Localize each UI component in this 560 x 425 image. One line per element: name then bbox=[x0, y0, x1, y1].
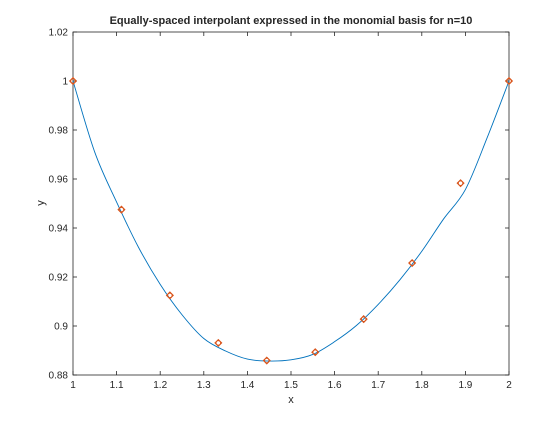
data-point-circle bbox=[264, 357, 270, 364]
x-tick-label: 1.2 bbox=[153, 380, 167, 391]
data-point-circle bbox=[361, 316, 367, 322]
x-tick-label: 2 bbox=[506, 380, 512, 391]
y-ticks: 0.88 0.9 0.92 0.94 0.96 0.98 1 1.02 bbox=[49, 28, 509, 382]
plot-area bbox=[72, 31, 510, 376]
y-tick-label: 1 bbox=[62, 77, 68, 88]
data-point-circle bbox=[506, 78, 512, 84]
data-point-circle bbox=[167, 292, 173, 298]
y-tick-label: 0.94 bbox=[49, 224, 69, 235]
data-point-circle bbox=[312, 349, 318, 355]
y-tick-label: 0.9 bbox=[54, 322, 68, 333]
data-point-circle bbox=[457, 180, 464, 186]
x-tick-label: 1.6 bbox=[328, 380, 342, 391]
x-tick-label: 1.3 bbox=[197, 380, 211, 391]
x-tick-label: 1.5 bbox=[284, 380, 298, 391]
x-ticks: 1 1.1 1.2 1.3 1.4 1.5 1.6 1.7 1.8 1.9 2 bbox=[70, 32, 512, 391]
y-axis-label: y bbox=[35, 200, 47, 206]
x-tick-label: 1 bbox=[70, 380, 76, 391]
y-tick-label: 0.96 bbox=[49, 175, 69, 186]
series-group bbox=[68, 76, 514, 365]
y-tick-label: 0.92 bbox=[49, 273, 69, 284]
data-point-circle bbox=[409, 260, 415, 266]
x-tick-label: 1.1 bbox=[110, 380, 124, 391]
x-tick-label: 1.4 bbox=[240, 380, 254, 391]
interpolant-line bbox=[72, 80, 510, 362]
x-tick-label: 1.8 bbox=[415, 380, 429, 391]
x-tick-label: 1.7 bbox=[371, 380, 385, 391]
x-axis-label: x bbox=[288, 394, 294, 406]
y-tick-label: 0.88 bbox=[49, 371, 69, 382]
x-tick-label: 1.9 bbox=[458, 380, 472, 391]
data-point-circle bbox=[70, 78, 76, 84]
y-tick-label: 0.98 bbox=[49, 126, 69, 137]
data-point-circle bbox=[118, 207, 125, 213]
data-point-circle bbox=[215, 340, 221, 346]
chart-title: Equally-spaced interpolant expressed in … bbox=[110, 15, 473, 27]
y-tick-label: 1.02 bbox=[49, 28, 69, 39]
